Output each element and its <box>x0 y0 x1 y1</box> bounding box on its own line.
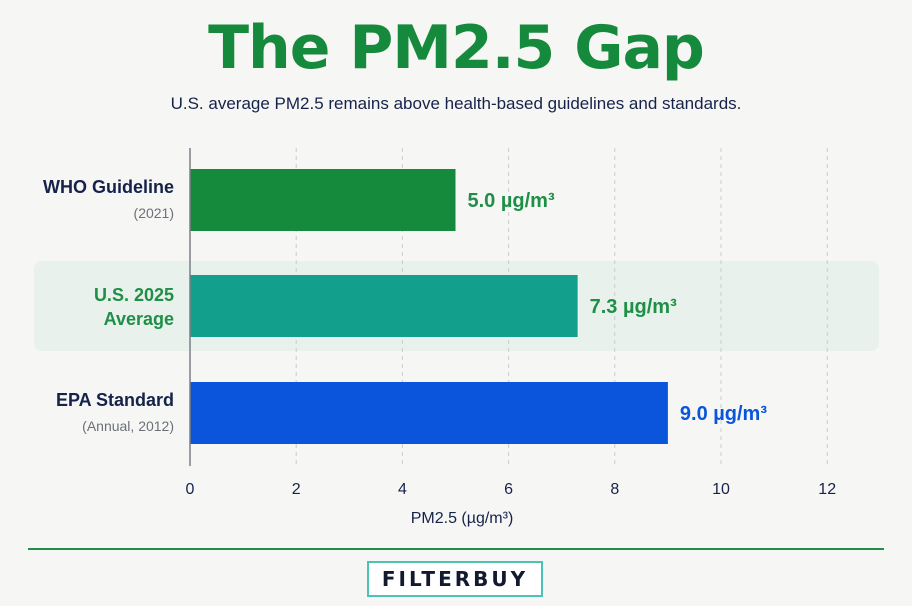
category-label: U.S. 2025 <box>94 285 174 305</box>
x-tick-label: 10 <box>712 481 730 498</box>
x-tick-label: 4 <box>398 481 407 498</box>
filterbuy-logo: FILTERBUY <box>367 561 543 597</box>
page-subtitle: U.S. average PM2.5 remains above health-… <box>170 94 742 113</box>
x-tick-label: 8 <box>610 481 619 498</box>
category-sublabel: (2021) <box>134 205 174 221</box>
bar-0 <box>190 169 456 231</box>
value-label: 9.0 µg/m³ <box>680 403 767 425</box>
x-tick-label: 2 <box>292 481 301 498</box>
page-title: The PM2.5 Gap <box>208 13 705 83</box>
x-axis-title: PM2.5 (µg/m³) <box>411 510 514 527</box>
value-label: 7.3 µg/m³ <box>590 296 677 318</box>
logo-text: FILTERBUY <box>381 567 529 591</box>
value-label: 5.0 µg/m³ <box>468 190 555 212</box>
x-tick-label: 6 <box>504 481 513 498</box>
x-tick-label: 12 <box>818 481 836 498</box>
category-label: Average <box>104 309 174 329</box>
footer-divider <box>28 548 884 550</box>
pm25-bar-chart: 5.0 µg/m³ 7.3 µg/m³ 9.0 µg/m³ WHO Guideline… <box>34 148 879 527</box>
category-sublabel: (Annual, 2012) <box>82 418 174 434</box>
x-tick-label: 0 <box>186 481 195 498</box>
bar-2 <box>190 382 668 444</box>
category-label: WHO Guideline <box>43 177 174 197</box>
bar-1 <box>190 275 578 337</box>
category-label: EPA Standard <box>56 390 174 410</box>
